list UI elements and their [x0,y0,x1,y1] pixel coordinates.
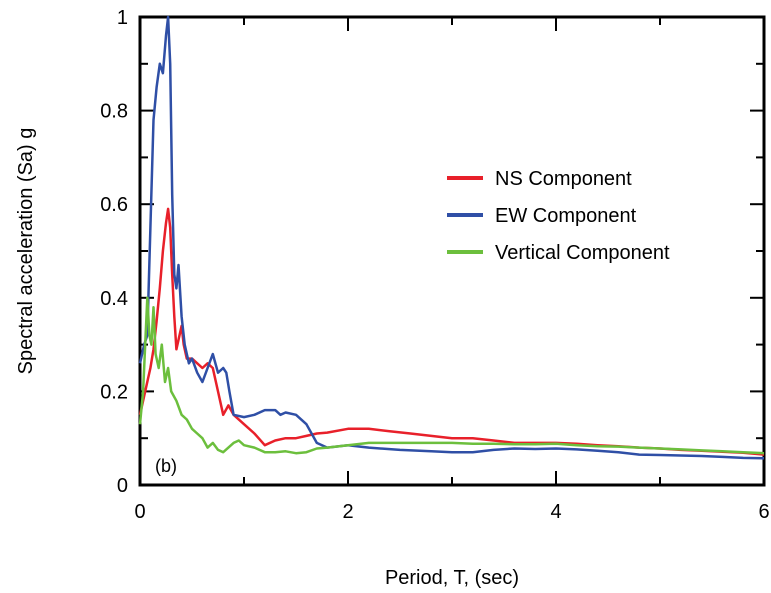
series-line-vertical-component [138,296,765,455]
legend-label: NS Component [495,168,632,190]
ticks-layer [139,16,765,486]
x-tick-label: 4 [550,501,561,523]
series-line-ns-component [138,207,765,456]
y-tick-label: 0.4 [100,288,128,310]
series-line-ew-component [138,15,765,460]
y-tick-label: 0.6 [100,194,128,216]
panel-label: (b) [155,456,177,476]
y-axis-title: Spectral acceleration (Sa) g [15,128,37,375]
legend-label: EW Component [495,205,637,227]
tick-labels: 0 2 4 6 0 0.2 0.4 0.6 0.8 1 [100,7,769,523]
plot-area [138,15,766,487]
x-tick-label: 2 [342,501,353,523]
y-tick-label: 1 [117,7,128,29]
y-tick-label: 0.2 [100,381,128,403]
y-tick-label: 0 [117,475,128,497]
legend-label: Vertical Component [495,242,670,264]
legend: NS Component EW Component Vertical Compone… [447,168,670,264]
x-tick-label: 0 [134,501,145,523]
x-tick-label: 6 [758,501,769,523]
series-layer [138,15,765,460]
x-axis-title: Period, T, (sec) [385,567,519,589]
y-tick-label: 0.8 [100,101,128,123]
